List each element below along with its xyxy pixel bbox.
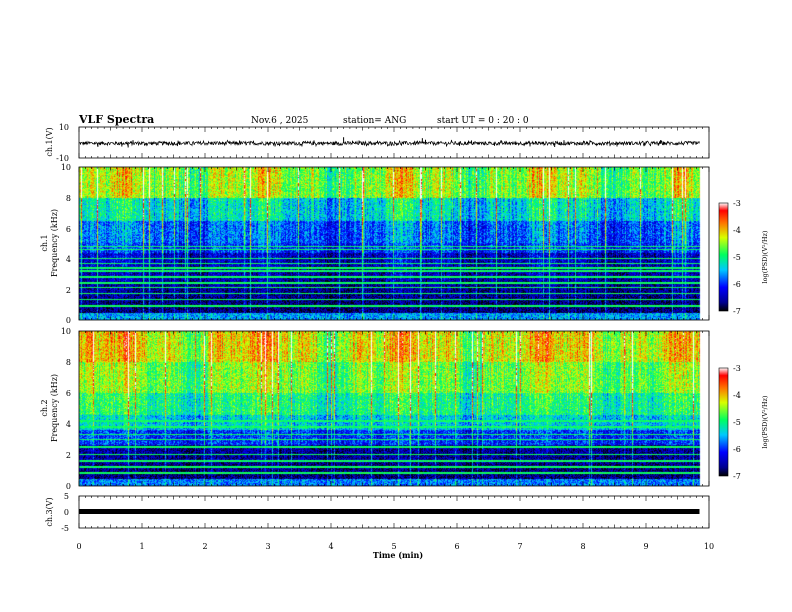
ch1-spec-ylabel-channel: ch.1: [40, 234, 49, 251]
station-label: station= ANG: [343, 116, 406, 126]
ch1-ytick-label-top: 10: [59, 123, 69, 132]
ch2-cb-tick-m4: -4: [733, 391, 741, 400]
ch1-colorbar: [718, 202, 729, 312]
x-tick-label: 3: [265, 542, 270, 551]
ch1-spectrogram-panel: 0 2 4 6 8 10 ch.1 Frequency (kHz) -3 -4 …: [40, 163, 769, 325]
ch1-ytick-6: 6: [66, 225, 71, 234]
ch1-waveform-line: [78, 139, 700, 148]
ch1-ylabel: ch.1(V): [45, 127, 54, 156]
ch2-spec-ylabel-channel: ch.2: [40, 399, 49, 416]
start-time-label: start UT = 0 : 20 : 0: [437, 116, 529, 126]
ch1-ytick-10: 10: [61, 163, 71, 172]
ch2-colorbar-ticks: -3 -4 -5 -6 -7: [733, 364, 741, 481]
ch2-ytick-6: 6: [66, 389, 71, 398]
ch1-waveform-panel: 10 -10 ch.1(V): [45, 123, 710, 163]
x-tick-label: 6: [454, 542, 459, 551]
ch2-spectrogram-image: [79, 331, 709, 486]
ch2-spectrogram-frame: [78, 330, 710, 487]
ch1-ytick-0: 0: [66, 316, 71, 325]
ch2-spec-ylabel-frequency: Frequency (kHz): [50, 374, 59, 442]
ch1-ytick-label-bottom: -10: [56, 154, 69, 163]
x-tick-label: 2: [202, 542, 207, 551]
x-tick-label: 9: [643, 542, 648, 551]
x-tick-label: 5: [391, 542, 396, 551]
ch2-spectrogram-panel: 0 2 4 6 8 10 ch.2 Frequency (kHz) -3 -4 …: [40, 327, 769, 491]
ch1-cb-tick-m3: -3: [733, 199, 741, 208]
ch1-ytick-8: 8: [66, 194, 71, 203]
ch1-cb-tick-m4: -4: [733, 226, 741, 235]
ch1-ytick-labels: 0 2 4 6 8 10: [61, 163, 71, 325]
ch2-ytick-4: 4: [66, 420, 71, 429]
ch3-ytick-label-bottom: -5: [61, 524, 69, 533]
ch1-cb-tick-m5: -5: [733, 253, 741, 262]
date-label: Nov.6 , 2025: [251, 116, 309, 126]
ch2-cb-tick-m7: -7: [733, 472, 741, 481]
x-tick-label: 8: [580, 542, 585, 551]
ch1-frame: [78, 126, 710, 159]
ch2-colorbar-label: log(PSD)(V²/Hz): [761, 395, 769, 448]
ch2-ytick-labels: 0 2 4 6 8 10: [61, 327, 71, 491]
ch2-ytick-2: 2: [66, 451, 71, 460]
ch2-ytick-0: 0: [66, 482, 71, 491]
ch3-ylabel: ch.3(V): [45, 497, 54, 526]
ch2-cb-tick-m3: -3: [733, 364, 741, 373]
x-tick-label: 4: [328, 542, 333, 551]
ch1-spectrogram-frame: [78, 166, 710, 321]
x-tick-label: 0: [76, 542, 81, 551]
ch2-ytick-10: 10: [61, 327, 71, 336]
ch3-waveform-band: [79, 509, 700, 514]
figure-title: VLF Spectra: [78, 113, 154, 126]
ch1-spec-ylabel-frequency: Frequency (kHz): [50, 209, 59, 277]
ch2-cb-tick-m6: -6: [733, 445, 741, 454]
x-tick-label: 10: [704, 542, 714, 551]
x-axis-label: Time (min): [373, 550, 423, 560]
ch1-spectrogram-image: [79, 167, 709, 320]
ch1-colorbar-ticks: -3 -4 -5 -6 -7: [733, 199, 741, 316]
ch2-ytick-8: 8: [66, 358, 71, 367]
ch3-waveform-panel: 5 0 -5 ch.3(V): [45, 492, 710, 533]
ch3-ytick-label-top: 5: [64, 492, 69, 501]
ch1-cb-tick-m6: -6: [733, 280, 741, 289]
ch2-cb-tick-m5: -5: [733, 418, 741, 427]
ch2-colorbar: [718, 367, 729, 477]
ch1-cb-tick-m7: -7: [733, 307, 741, 316]
x-tick-label: 7: [517, 542, 522, 551]
ch1-colorbar-label: log(PSD)(V²/Hz): [761, 230, 769, 283]
ch1-ytick-4: 4: [66, 255, 71, 264]
ch1-ytick-2: 2: [66, 286, 71, 295]
x-tick-labels: 0 1 2 3 4 5 6 7 8 9 10: [76, 542, 714, 551]
x-tick-label: 1: [139, 542, 144, 551]
ch3-frame: [78, 495, 710, 529]
ch1-ticks: [78, 127, 710, 158]
ch3-ytick-label-mid: 0: [64, 508, 69, 517]
ch1-spikes: [97, 137, 660, 148]
